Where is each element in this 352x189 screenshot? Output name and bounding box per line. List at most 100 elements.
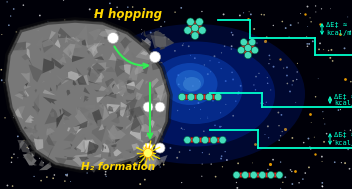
Point xyxy=(335,103,341,106)
Polygon shape xyxy=(46,135,55,146)
Point xyxy=(284,66,290,69)
Polygon shape xyxy=(130,152,131,153)
Polygon shape xyxy=(108,80,122,94)
Point xyxy=(125,6,131,9)
Point xyxy=(279,20,285,23)
Text: H₂ formation: H₂ formation xyxy=(81,162,155,172)
Polygon shape xyxy=(63,155,75,165)
Polygon shape xyxy=(63,132,76,142)
Circle shape xyxy=(259,171,266,178)
Point xyxy=(270,158,276,161)
Circle shape xyxy=(238,173,243,177)
Polygon shape xyxy=(126,115,131,118)
Polygon shape xyxy=(76,67,82,76)
Polygon shape xyxy=(73,121,88,130)
Point xyxy=(68,180,74,183)
Polygon shape xyxy=(134,79,144,90)
Point xyxy=(316,48,322,51)
Point xyxy=(252,143,258,146)
Polygon shape xyxy=(147,107,153,118)
Point xyxy=(13,50,18,53)
Polygon shape xyxy=(26,43,31,48)
Polygon shape xyxy=(118,79,127,96)
Polygon shape xyxy=(52,158,53,161)
Polygon shape xyxy=(39,162,52,170)
Polygon shape xyxy=(88,29,101,40)
Polygon shape xyxy=(30,136,39,150)
Polygon shape xyxy=(105,29,118,43)
Polygon shape xyxy=(70,87,77,92)
Polygon shape xyxy=(42,39,53,53)
Point xyxy=(166,38,171,41)
Point xyxy=(345,15,351,19)
Polygon shape xyxy=(50,87,52,91)
Point xyxy=(44,82,49,85)
Text: H hopping: H hopping xyxy=(94,8,162,21)
Polygon shape xyxy=(144,101,154,111)
Polygon shape xyxy=(70,143,73,147)
Polygon shape xyxy=(141,31,144,35)
Point xyxy=(210,99,216,102)
Circle shape xyxy=(219,136,226,144)
Point xyxy=(221,13,226,16)
Point xyxy=(288,24,294,27)
Polygon shape xyxy=(50,40,55,45)
Point xyxy=(64,137,70,140)
Polygon shape xyxy=(128,111,134,121)
Polygon shape xyxy=(95,70,104,72)
Polygon shape xyxy=(36,114,43,127)
Point xyxy=(15,156,21,159)
Polygon shape xyxy=(154,31,174,49)
Point xyxy=(117,108,122,111)
Polygon shape xyxy=(107,129,116,139)
Point xyxy=(97,134,102,137)
Polygon shape xyxy=(141,125,145,132)
Polygon shape xyxy=(145,136,156,147)
Point xyxy=(137,183,143,186)
Polygon shape xyxy=(47,124,49,133)
Polygon shape xyxy=(27,139,34,146)
Polygon shape xyxy=(151,78,159,88)
Polygon shape xyxy=(93,111,101,127)
Point xyxy=(260,102,266,105)
Point xyxy=(205,73,210,76)
Point xyxy=(342,77,348,81)
Point xyxy=(300,178,306,181)
Polygon shape xyxy=(136,138,144,143)
Point xyxy=(251,49,257,52)
Point xyxy=(248,13,254,16)
Polygon shape xyxy=(95,58,98,61)
Polygon shape xyxy=(85,105,95,113)
Point xyxy=(63,59,69,62)
Polygon shape xyxy=(156,154,158,156)
Point xyxy=(236,91,241,94)
Point xyxy=(192,57,197,60)
Point xyxy=(81,56,86,59)
Point xyxy=(0,79,5,82)
Polygon shape xyxy=(157,95,160,98)
Circle shape xyxy=(244,52,252,59)
Point xyxy=(321,117,326,120)
Polygon shape xyxy=(65,35,68,43)
Point xyxy=(234,181,239,184)
Polygon shape xyxy=(95,73,102,83)
Point xyxy=(77,101,83,104)
Point xyxy=(40,161,46,164)
Point xyxy=(212,124,218,127)
Polygon shape xyxy=(80,96,82,99)
Polygon shape xyxy=(36,30,40,31)
Polygon shape xyxy=(71,55,85,62)
Circle shape xyxy=(210,136,218,144)
Point xyxy=(187,149,193,152)
Point xyxy=(108,98,114,101)
Point xyxy=(112,84,118,87)
Polygon shape xyxy=(113,147,115,152)
Polygon shape xyxy=(136,92,143,100)
Polygon shape xyxy=(134,159,141,166)
Point xyxy=(251,172,257,175)
Point xyxy=(266,136,271,139)
Circle shape xyxy=(241,44,246,49)
Polygon shape xyxy=(122,45,130,56)
Point xyxy=(219,51,224,54)
Point xyxy=(84,135,90,138)
